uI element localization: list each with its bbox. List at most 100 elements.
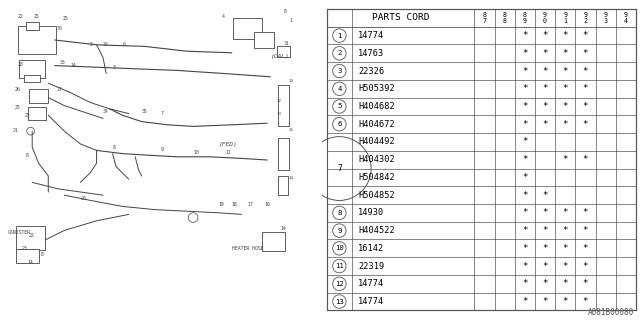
- Bar: [19, 60, 45, 77]
- Text: 9
0: 9 0: [543, 12, 547, 24]
- Circle shape: [333, 82, 346, 95]
- Text: H404492: H404492: [358, 138, 395, 147]
- Text: 21: 21: [13, 128, 19, 133]
- Text: 30: 30: [56, 26, 62, 31]
- Text: 1: 1: [290, 18, 292, 23]
- Text: 14774: 14774: [358, 31, 385, 40]
- Text: 2: 2: [337, 50, 342, 56]
- Text: *: *: [522, 49, 527, 58]
- Text: 14: 14: [280, 227, 286, 231]
- Text: *: *: [582, 244, 588, 253]
- Bar: [278, 138, 289, 170]
- Text: *: *: [542, 279, 548, 288]
- Text: 33: 33: [60, 60, 65, 65]
- Text: 10: 10: [335, 245, 344, 251]
- Text: *: *: [542, 102, 548, 111]
- Bar: [28, 107, 46, 120]
- Text: *: *: [542, 208, 548, 217]
- Text: 25: 25: [24, 113, 30, 118]
- Text: 8: 8: [41, 252, 44, 257]
- Text: 13: 13: [276, 112, 281, 116]
- Text: 12: 12: [276, 100, 281, 103]
- Bar: [234, 18, 262, 39]
- Text: 22326: 22326: [358, 67, 385, 76]
- Circle shape: [333, 224, 346, 237]
- Text: 22319: 22319: [358, 261, 385, 271]
- Text: *: *: [563, 226, 568, 235]
- Text: 11: 11: [335, 263, 344, 269]
- Text: *: *: [582, 84, 588, 93]
- Text: *: *: [542, 244, 548, 253]
- Text: *: *: [522, 84, 527, 93]
- Bar: [29, 89, 48, 103]
- Text: *: *: [582, 67, 588, 76]
- Text: 22: 22: [18, 13, 24, 19]
- Text: 3: 3: [337, 68, 342, 74]
- Text: *: *: [522, 297, 527, 306]
- Bar: [253, 32, 275, 48]
- Text: (FED): (FED): [219, 141, 237, 147]
- Text: 27: 27: [56, 87, 62, 92]
- Text: 26: 26: [15, 87, 20, 92]
- Text: *: *: [582, 208, 588, 217]
- Text: *: *: [563, 84, 568, 93]
- Text: *: *: [582, 261, 588, 271]
- Bar: [16, 249, 38, 263]
- Text: 9
4: 9 4: [624, 12, 628, 24]
- Text: H404522: H404522: [358, 226, 395, 235]
- Text: *: *: [522, 261, 527, 271]
- Text: *: *: [582, 279, 588, 288]
- Text: *: *: [542, 84, 548, 93]
- Text: H504842: H504842: [358, 173, 395, 182]
- Text: 6: 6: [337, 121, 342, 127]
- Text: 3: 3: [113, 65, 116, 70]
- Text: *: *: [563, 279, 568, 288]
- Text: 25: 25: [15, 105, 20, 110]
- Circle shape: [333, 117, 346, 131]
- Text: H404672: H404672: [358, 120, 395, 129]
- Text: *: *: [563, 208, 568, 217]
- Text: 28: 28: [18, 61, 24, 67]
- Text: 11: 11: [225, 150, 231, 155]
- Text: 1: 1: [337, 33, 342, 38]
- Text: 8
8: 8 8: [502, 12, 507, 24]
- Text: 14: 14: [28, 260, 33, 265]
- Bar: [18, 26, 56, 54]
- Circle shape: [333, 46, 346, 60]
- Bar: [262, 232, 285, 251]
- Text: *: *: [522, 244, 527, 253]
- Text: *: *: [522, 208, 527, 217]
- Text: 25: 25: [34, 13, 40, 19]
- Text: 31: 31: [284, 41, 289, 46]
- Circle shape: [333, 242, 346, 255]
- Circle shape: [27, 127, 35, 135]
- Text: 14774: 14774: [358, 279, 385, 288]
- Text: *: *: [563, 297, 568, 306]
- Text: 18: 18: [232, 203, 237, 207]
- Text: *: *: [582, 49, 588, 58]
- Text: 23: 23: [22, 246, 28, 251]
- Text: 32: 32: [103, 42, 109, 47]
- Text: H505392: H505392: [358, 84, 395, 93]
- Text: 6: 6: [122, 42, 125, 47]
- Text: 20: 20: [81, 196, 86, 201]
- Text: 9: 9: [337, 228, 342, 234]
- Text: 25: 25: [63, 16, 68, 21]
- Text: *: *: [542, 191, 548, 200]
- Circle shape: [333, 206, 346, 220]
- Text: *: *: [522, 279, 527, 288]
- Text: 17: 17: [248, 203, 253, 207]
- Text: HEATER HOSE: HEATER HOSE: [232, 246, 264, 251]
- Text: A081B00080: A081B00080: [588, 308, 634, 317]
- Text: 8: 8: [26, 153, 29, 158]
- Text: *: *: [542, 49, 548, 58]
- Text: *: *: [582, 155, 588, 164]
- Text: 4: 4: [222, 13, 225, 19]
- Text: 7: 7: [337, 164, 342, 173]
- Bar: [26, 21, 38, 29]
- Text: 19: 19: [219, 203, 225, 207]
- Text: *: *: [542, 31, 548, 40]
- Text: 4: 4: [337, 86, 342, 92]
- Text: *: *: [522, 102, 527, 111]
- Text: 14: 14: [288, 79, 293, 83]
